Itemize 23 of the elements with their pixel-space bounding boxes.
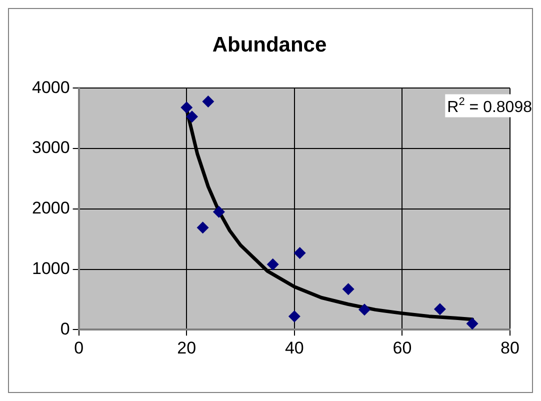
point [212,206,225,218]
y-tick-label: 1000 [32,258,70,278]
y-tick-label: 0 [60,319,70,338]
x-tick-label: 20 [177,338,196,358]
point [342,283,354,296]
point [266,258,279,270]
point [294,246,306,259]
point [288,310,300,322]
point [180,102,193,114]
point [466,318,478,330]
y-tick-label: 4000 [32,78,70,97]
x-tick-label: 0 [74,338,84,358]
y-tick-label: 3000 [32,138,70,158]
point [434,303,446,316]
x-tick-label: 40 [284,338,304,358]
point [358,304,370,316]
point [202,95,214,108]
chart-title: Abundance [212,33,327,56]
point [186,110,198,123]
y-tick-label: 2000 [32,198,70,218]
x-tick-label: 60 [392,338,412,358]
x-tick-label: 80 [500,338,520,358]
point [196,222,209,234]
